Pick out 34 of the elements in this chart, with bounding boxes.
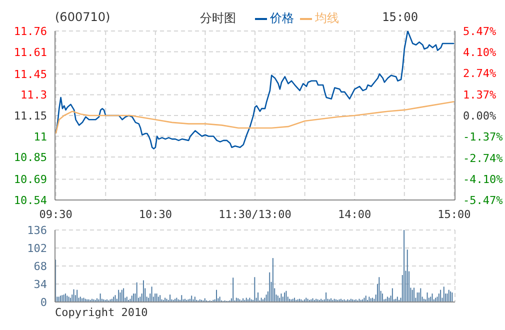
y-tick-label: 10.69 — [14, 173, 47, 186]
y-tick-label: 11.15 — [14, 110, 47, 122]
y2-tick-label: -5.47% — [463, 194, 504, 207]
x-tick-label: 11:30/13:00 — [218, 208, 292, 221]
chart-title: 分时图 — [200, 10, 236, 27]
y2-tick-label: 5.47% — [463, 25, 496, 38]
y2-tick-label: -4.10% — [463, 172, 504, 186]
x-tick-label: 15:00 — [438, 208, 471, 221]
chart-subtitle: (600710) — [55, 10, 110, 24]
y-tick-label: 11.3 — [20, 88, 47, 102]
x-tick-label: 10:30 — [138, 208, 172, 221]
text: 15:00 — [382, 10, 418, 24]
y-tick-label: 11 — [34, 130, 47, 144]
legend-label: 均线 — [314, 10, 339, 27]
y2-tick-label: 4.10% — [463, 46, 496, 60]
y-tick-label: 10.54 — [14, 194, 48, 207]
y-tick-label: 136 — [27, 224, 47, 237]
y-tick-label: 11.61 — [14, 46, 47, 59]
y2-tick-label: 2.74% — [463, 67, 496, 80]
y-tick-label: 11.45 — [14, 68, 47, 81]
y-tick-label: 102 — [27, 242, 47, 255]
y-tick-label: 11.76 — [14, 25, 47, 38]
legend-label: 价格 — [269, 10, 294, 27]
y-tick-label: 0 — [40, 296, 47, 309]
y-tick-label: 34 — [34, 278, 48, 291]
y2-tick-label: 1.37% — [463, 88, 496, 102]
x-tick-label: 09:30 — [39, 208, 72, 221]
y2-tick-label: -1.37% — [463, 130, 504, 144]
y-tick-label: 10.85 — [14, 151, 47, 164]
y2-tick-label: -2.74% — [463, 152, 504, 165]
y-tick-label: 68 — [34, 260, 47, 273]
x-tick-label: 14:00 — [338, 208, 372, 221]
y2-tick-label: 0.00% — [463, 110, 496, 122]
text: Copyright 2010 — [55, 306, 148, 319]
